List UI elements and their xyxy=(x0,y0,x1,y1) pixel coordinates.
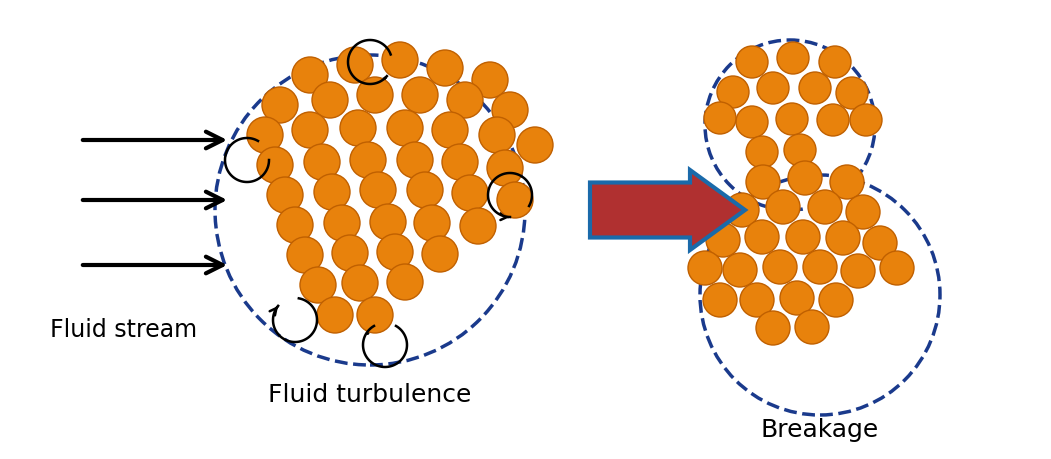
Circle shape xyxy=(487,150,523,186)
Circle shape xyxy=(382,42,418,78)
Circle shape xyxy=(312,82,348,118)
Circle shape xyxy=(784,134,816,166)
Circle shape xyxy=(780,281,815,315)
Circle shape xyxy=(830,165,864,199)
Circle shape xyxy=(292,112,328,148)
Circle shape xyxy=(387,264,423,300)
Circle shape xyxy=(745,220,779,254)
Circle shape xyxy=(257,147,293,183)
Circle shape xyxy=(401,77,438,113)
Circle shape xyxy=(447,82,483,118)
Circle shape xyxy=(370,204,406,240)
Circle shape xyxy=(757,72,789,104)
Circle shape xyxy=(357,297,393,333)
Circle shape xyxy=(460,208,496,244)
Circle shape xyxy=(350,142,386,178)
Circle shape xyxy=(826,221,860,255)
Circle shape xyxy=(277,207,313,243)
Circle shape xyxy=(342,265,378,301)
Circle shape xyxy=(377,234,413,270)
Circle shape xyxy=(819,46,851,78)
Circle shape xyxy=(776,103,808,135)
Circle shape xyxy=(786,220,820,254)
Circle shape xyxy=(863,226,897,260)
Circle shape xyxy=(407,172,444,208)
Circle shape xyxy=(740,283,774,317)
Circle shape xyxy=(472,62,508,98)
Circle shape xyxy=(492,92,528,128)
Circle shape xyxy=(836,77,868,109)
Circle shape xyxy=(247,117,283,153)
Circle shape xyxy=(414,205,450,241)
Circle shape xyxy=(357,77,393,113)
Circle shape xyxy=(688,251,722,285)
Circle shape xyxy=(723,253,757,287)
Circle shape xyxy=(427,50,463,86)
Circle shape xyxy=(841,254,875,288)
Circle shape xyxy=(850,104,882,136)
Circle shape xyxy=(817,104,849,136)
Circle shape xyxy=(846,195,880,229)
Circle shape xyxy=(808,190,842,224)
Circle shape xyxy=(717,76,749,108)
Circle shape xyxy=(442,144,478,180)
Circle shape xyxy=(317,297,353,333)
Circle shape xyxy=(292,57,328,93)
Circle shape xyxy=(262,87,298,123)
Circle shape xyxy=(304,144,341,180)
Circle shape xyxy=(360,172,396,208)
Circle shape xyxy=(287,237,323,273)
Circle shape xyxy=(517,127,553,163)
Circle shape xyxy=(736,46,768,78)
Circle shape xyxy=(803,250,837,284)
Text: Breakage: Breakage xyxy=(761,418,879,442)
Circle shape xyxy=(387,110,423,146)
Circle shape xyxy=(777,42,809,74)
Circle shape xyxy=(725,193,759,227)
Circle shape xyxy=(746,165,780,199)
Circle shape xyxy=(479,117,515,153)
Circle shape xyxy=(300,267,336,303)
Circle shape xyxy=(423,236,458,272)
Circle shape xyxy=(799,72,831,104)
Circle shape xyxy=(756,311,790,345)
Circle shape xyxy=(267,177,303,213)
Circle shape xyxy=(314,174,350,210)
Circle shape xyxy=(703,283,737,317)
Circle shape xyxy=(795,310,829,344)
Circle shape xyxy=(397,142,433,178)
Circle shape xyxy=(432,112,468,148)
Circle shape xyxy=(706,223,740,257)
Circle shape xyxy=(324,205,360,241)
Circle shape xyxy=(880,251,914,285)
Circle shape xyxy=(704,102,736,134)
Circle shape xyxy=(763,250,797,284)
Text: Fluid turbulence: Fluid turbulence xyxy=(268,383,472,407)
Circle shape xyxy=(746,136,778,168)
Text: Fluid stream: Fluid stream xyxy=(50,318,198,342)
Circle shape xyxy=(341,110,376,146)
Circle shape xyxy=(766,190,800,224)
Circle shape xyxy=(497,182,533,218)
Circle shape xyxy=(788,161,822,195)
Circle shape xyxy=(819,283,853,317)
Circle shape xyxy=(332,235,368,271)
FancyArrow shape xyxy=(590,170,745,250)
Circle shape xyxy=(337,47,373,83)
Circle shape xyxy=(452,175,488,211)
Circle shape xyxy=(736,106,768,138)
